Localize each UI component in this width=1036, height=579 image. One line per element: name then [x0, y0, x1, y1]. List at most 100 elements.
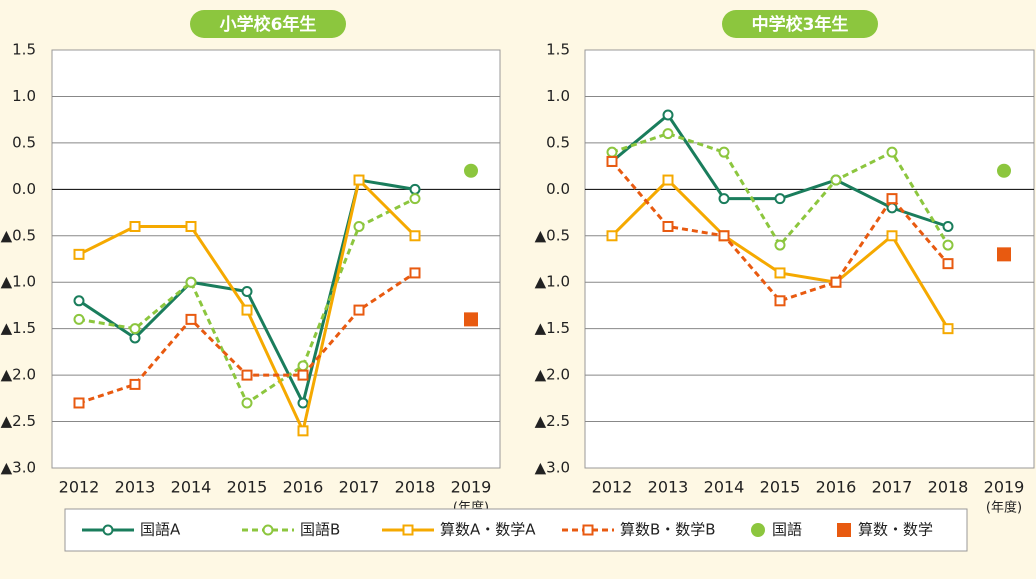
legend-marker — [837, 523, 851, 537]
plot-area — [584, 49, 1035, 469]
y-tick-label: ▲1.0 — [1, 273, 36, 291]
marker — [353, 220, 365, 232]
marker — [886, 193, 898, 205]
marker — [129, 220, 141, 232]
legend-box — [64, 508, 968, 552]
y-tick-label: ▲1.5 — [535, 319, 570, 337]
marker — [185, 276, 197, 288]
legend-marker — [582, 524, 594, 536]
x-tick-label: 2015 — [227, 478, 268, 497]
x-tick-label: 2014 — [704, 478, 745, 497]
marker — [241, 369, 253, 381]
y-tick-label: ▲1.5 — [1, 319, 36, 337]
marker — [606, 146, 618, 158]
legend-marker — [751, 523, 765, 537]
x-tick-label: 2019 — [984, 478, 1025, 497]
y-tick-label: ▲1.0 — [535, 273, 570, 291]
marker — [606, 155, 618, 167]
y-tick-label: ▲3.0 — [1, 459, 36, 477]
marker — [774, 267, 786, 279]
marker — [73, 313, 85, 325]
point — [464, 163, 478, 178]
y-tick-label: 0.5 — [12, 133, 36, 151]
x-tick-label: 2013 — [115, 478, 156, 497]
marker — [718, 230, 730, 242]
marker — [830, 276, 842, 288]
x-tick-label: 2018 — [395, 478, 436, 497]
title-pill — [190, 10, 346, 38]
y-tick-label: 1.0 — [546, 87, 570, 105]
marker — [718, 146, 730, 158]
x-tick-label: 2013 — [648, 478, 689, 497]
x-tick-label: 2019 — [451, 478, 492, 497]
marker — [942, 220, 954, 232]
marker — [718, 193, 730, 205]
y-tick-label: 1.5 — [12, 41, 36, 59]
legend-label: 国語B — [300, 521, 340, 539]
marker — [353, 174, 365, 186]
y-tick-label: ▲2.0 — [1, 366, 36, 384]
legend-marker — [402, 524, 414, 536]
marker — [662, 109, 674, 121]
y-tick-label: 0.0 — [12, 180, 36, 198]
x-tick-label: 2016 — [816, 478, 857, 497]
point — [997, 247, 1011, 262]
marker — [774, 239, 786, 251]
x-tick-label: 2016 — [283, 478, 324, 497]
legend-label: 算数・数学 — [858, 521, 933, 539]
legend-marker — [102, 524, 114, 536]
y-tick-label: ▲3.0 — [535, 459, 570, 477]
marker — [185, 313, 197, 325]
x-tick-label: 2015 — [760, 478, 801, 497]
marker — [662, 128, 674, 140]
marker — [886, 230, 898, 242]
x-tick-label: 2012 — [59, 478, 100, 497]
marker — [297, 425, 309, 437]
marker — [774, 295, 786, 307]
y-tick-label: 0.5 — [546, 133, 570, 151]
marker — [129, 323, 141, 335]
y-tick-label: ▲0.5 — [535, 226, 570, 244]
marker — [409, 183, 421, 195]
marker — [73, 295, 85, 307]
marker — [129, 378, 141, 390]
y-tick-label: ▲2.5 — [535, 412, 570, 430]
x-tick-label: 2012 — [592, 478, 633, 497]
marker — [662, 220, 674, 232]
chart-title: 中学校3年生 — [752, 14, 849, 35]
marker — [241, 397, 253, 409]
x-tick-label: 2017 — [339, 478, 380, 497]
y-tick-label: ▲2.0 — [535, 366, 570, 384]
marker — [73, 248, 85, 260]
marker — [606, 230, 618, 242]
x-tick-label: 2014 — [171, 478, 212, 497]
marker — [662, 174, 674, 186]
chart-title: 小学校6年生 — [220, 14, 317, 35]
y-tick-label: ▲2.5 — [1, 412, 36, 430]
marker — [886, 146, 898, 158]
x-tick-label: 2018 — [928, 478, 969, 497]
legend-label: 国語A — [140, 521, 181, 539]
point — [464, 312, 478, 327]
legend-label: 国語 — [772, 521, 802, 539]
plot-area — [51, 49, 501, 469]
y-tick-label: 0.0 — [546, 180, 570, 198]
marker — [409, 267, 421, 279]
marker — [409, 230, 421, 242]
unit-label: (年度) — [986, 500, 1022, 516]
marker — [185, 220, 197, 232]
marker — [73, 397, 85, 409]
legend-marker — [262, 524, 274, 536]
marker — [942, 323, 954, 335]
y-tick-label: 1.0 — [12, 87, 36, 105]
marker — [942, 258, 954, 270]
marker — [353, 304, 365, 316]
marker — [830, 174, 842, 186]
marker — [297, 369, 309, 381]
marker — [942, 239, 954, 251]
marker — [297, 397, 309, 409]
marker — [297, 360, 309, 372]
legend-label: 算数B・数学B — [620, 521, 716, 539]
